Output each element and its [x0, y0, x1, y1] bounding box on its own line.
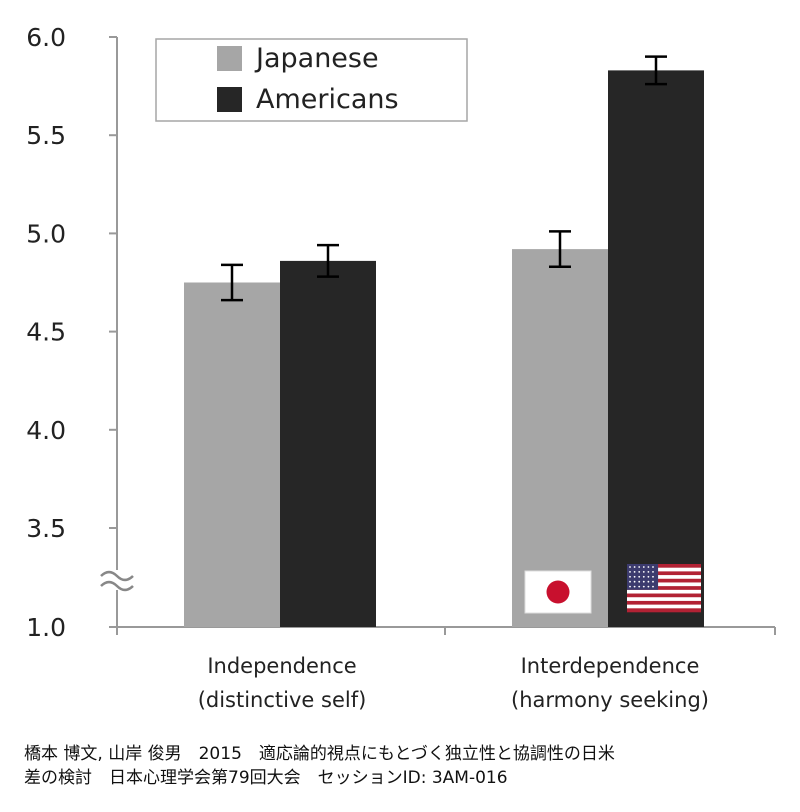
- caption-line-2: 差の検討 日本心理学会第79回大会 セッションID: 3AM-016: [24, 768, 508, 788]
- y-tick-label: 3.5: [26, 514, 66, 543]
- y-tick-label: 5.5: [26, 121, 66, 150]
- y-axis: 1.0 3.5 4.0 4.5 5.0 5.5 6.0: [26, 23, 136, 642]
- error-bar-japanese-0: [221, 263, 243, 302]
- error-bar-japanese-1: [549, 230, 571, 269]
- usa-flag-icon: [627, 564, 701, 613]
- legend-box: [155, 38, 468, 122]
- x-axis: [116, 626, 776, 635]
- category-label-line2: (distinctive self): [198, 688, 367, 712]
- axis-break-icon: [100, 570, 136, 592]
- category-label-line2: (harmony seeking): [511, 688, 709, 712]
- legend-label-americans: Americans: [256, 84, 399, 115]
- bar-chart: 1.0 3.5 4.0 4.5 5.0 5.5 6.0 Independence (disti…: [26, 23, 776, 712]
- legend: Japanese Americans: [155, 38, 468, 122]
- legend-swatch-japanese: [217, 46, 242, 71]
- y-tick-label: 6.0: [26, 23, 66, 52]
- y-tick-label: 4.5: [26, 318, 66, 347]
- bar-americans-0: [280, 260, 376, 627]
- y-tick-label: 4.0: [26, 416, 66, 445]
- error-bar-americans-0: [317, 243, 339, 278]
- bar-japanese-0: [184, 282, 280, 627]
- japan-flag-icon: [524, 570, 592, 614]
- category-labels: Independence (distinctive self) Interdepen…: [198, 654, 709, 712]
- source-caption: 橋本 博文, 山岸 俊男 2015 適応論的視点にもとづく独立性と協調性の日米 …: [24, 742, 794, 790]
- bars: [184, 70, 704, 627]
- category-label-line1: Independence: [207, 654, 356, 678]
- y-tick-label: 5.0: [26, 219, 66, 248]
- bar-japanese-1: [512, 249, 608, 627]
- category-label-line1: Interdependence: [521, 654, 700, 678]
- caption-line-1: 橋本 博文, 山岸 俊男 2015 適応論的視点にもとづく独立性と協調性の日米: [24, 744, 615, 764]
- legend-swatch-americans: [217, 87, 242, 112]
- error-bar-americans-1: [645, 55, 667, 86]
- error-bars: [221, 55, 667, 302]
- y-tick-label: 1.0: [26, 613, 66, 642]
- bar-americans-1: [608, 70, 704, 627]
- legend-label-japanese: Japanese: [254, 43, 379, 74]
